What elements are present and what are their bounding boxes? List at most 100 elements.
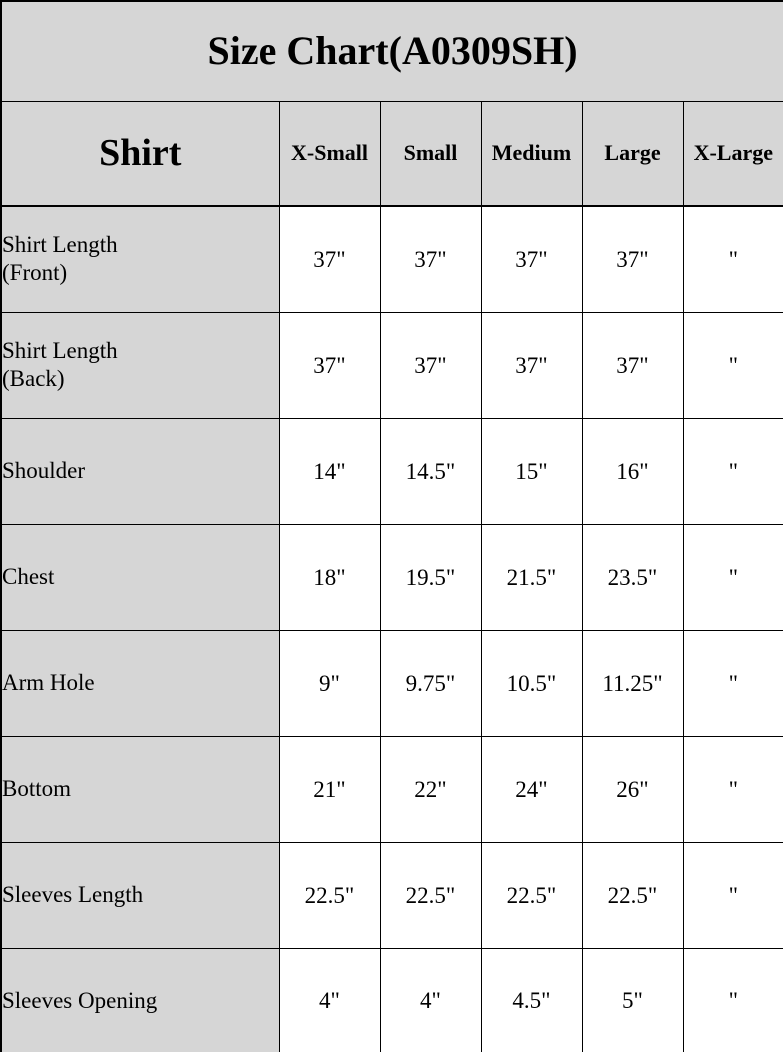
table-row: Shoulder 14" 14.5" 15" 16" " xyxy=(0,417,783,525)
measurement-value: 37" xyxy=(313,352,346,378)
table-row: Sleeves Length 22.5" 22.5" 22.5" 22.5" " xyxy=(0,841,783,949)
measurement-value: 19.5" xyxy=(405,564,456,590)
value-cell: 4" xyxy=(379,947,482,1052)
measurement-value: 11.25" xyxy=(602,670,663,696)
value-cell: 4.5" xyxy=(480,947,583,1052)
measurement-value: 26" xyxy=(616,776,649,802)
row-label-chest: Chest xyxy=(0,523,280,631)
measurement-value: 37" xyxy=(313,246,346,272)
measurement-value: 37" xyxy=(515,246,548,272)
table-row: Chest 18" 19.5" 21.5" 23.5" " xyxy=(0,523,783,631)
measurement-value: 18" xyxy=(313,564,346,590)
value-cell: 15" xyxy=(480,417,583,525)
value-cell: 26" xyxy=(581,735,684,843)
value-cell: 19.5" xyxy=(379,523,482,631)
value-cell: 37" xyxy=(379,205,482,313)
row-label-text: Bottom xyxy=(2,775,72,801)
measurement-value: 37" xyxy=(515,352,548,378)
measurement-value: 4" xyxy=(420,988,441,1014)
size-header-x-small: X-Small xyxy=(278,100,381,207)
value-cell: 37" xyxy=(278,205,381,313)
measurement-value: " xyxy=(728,458,738,484)
measurement-value: 22.5" xyxy=(405,882,456,908)
row-label-arm-hole: Arm Hole xyxy=(0,629,280,737)
value-cell: 21.5" xyxy=(480,523,583,631)
row-label-text: Chest xyxy=(2,563,55,589)
value-cell: 37" xyxy=(379,311,482,419)
row-label-shirt-length-back: Shirt Length (Back) xyxy=(0,311,280,419)
row-label-sleeves-opening: Sleeves Opening xyxy=(0,947,280,1052)
value-cell: 11.25" xyxy=(581,629,684,737)
value-cell: 22.5" xyxy=(581,841,684,949)
value-cell: " xyxy=(682,523,783,631)
measurement-value: 9.75" xyxy=(405,670,456,696)
value-cell: 24" xyxy=(480,735,583,843)
value-cell: " xyxy=(682,735,783,843)
measurement-value: 24" xyxy=(515,776,548,802)
row-label-sleeves-length: Sleeves Length xyxy=(0,841,280,949)
value-cell: 22.5" xyxy=(278,841,381,949)
measurement-value: 22.5" xyxy=(607,882,658,908)
row-label-shirt-length-front: Shirt Length (Front) xyxy=(0,205,280,313)
value-cell: 14.5" xyxy=(379,417,482,525)
measurement-value: 22.5" xyxy=(304,882,355,908)
measurement-value: 4.5" xyxy=(512,988,551,1014)
measurement-value: 37" xyxy=(616,352,649,378)
page-title: Size Chart(A0309SH) xyxy=(207,28,578,74)
value-cell: 16" xyxy=(581,417,684,525)
size-header-large: Large xyxy=(581,100,684,207)
measurement-value: 37" xyxy=(616,246,649,272)
value-cell: 10.5" xyxy=(480,629,583,737)
size-header-label: X-Small xyxy=(291,140,368,166)
size-header-label: X-Large xyxy=(693,140,773,166)
title-row: Size Chart(A0309SH) xyxy=(0,0,783,102)
size-header-label: Small xyxy=(403,140,458,166)
value-cell: 37" xyxy=(278,311,381,419)
measurement-value: " xyxy=(728,246,738,272)
measurement-value: " xyxy=(728,882,738,908)
measurement-value: 5" xyxy=(622,988,643,1014)
measurement-value: 21.5" xyxy=(506,564,557,590)
table-row: Shirt Length (Front) 37" 37" 37" 37" " xyxy=(0,205,783,313)
value-cell: 37" xyxy=(480,311,583,419)
value-cell: 22" xyxy=(379,735,482,843)
row-label-text: Shirt Length (Back) xyxy=(2,337,118,391)
row-label-shoulder: Shoulder xyxy=(0,417,280,525)
row-label-text: Shoulder xyxy=(2,457,86,483)
measurement-value: 10.5" xyxy=(506,670,557,696)
row-label-text: Arm Hole xyxy=(2,669,95,695)
measurement-value: 37" xyxy=(414,352,447,378)
value-cell: 37" xyxy=(581,205,684,313)
measurement-value: " xyxy=(728,988,738,1014)
value-cell: " xyxy=(682,947,783,1052)
measurement-value: 15" xyxy=(515,458,548,484)
row-label-bottom: Bottom xyxy=(0,735,280,843)
value-cell: 22.5" xyxy=(379,841,482,949)
chart-title-cell: Size Chart(A0309SH) xyxy=(0,0,783,102)
measurement-value: 21" xyxy=(313,776,346,802)
measurement-value: 22" xyxy=(414,776,447,802)
measurement-value: 9" xyxy=(319,670,340,696)
value-cell: 22.5" xyxy=(480,841,583,949)
table-row: Sleeves Opening 4" 4" 4.5" 5" " xyxy=(0,947,783,1052)
category-header-cell: Shirt xyxy=(0,100,280,207)
row-label-text: Sleeves Length xyxy=(2,881,144,907)
measurement-value: 23.5" xyxy=(607,564,658,590)
measurement-value: 16" xyxy=(616,458,649,484)
measurement-value: 14.5" xyxy=(405,458,456,484)
value-cell: 37" xyxy=(480,205,583,313)
value-cell: 9" xyxy=(278,629,381,737)
value-cell: " xyxy=(682,311,783,419)
size-header-label: Medium xyxy=(491,140,572,166)
measurement-value: 14" xyxy=(313,458,346,484)
value-cell: 5" xyxy=(581,947,684,1052)
value-cell: " xyxy=(682,841,783,949)
column-header-row: Shirt X-Small Small Medium Large X-Large xyxy=(0,100,783,207)
value-cell: " xyxy=(682,417,783,525)
measurement-value: " xyxy=(728,670,738,696)
size-header-small: Small xyxy=(379,100,482,207)
measurement-value: 4" xyxy=(319,988,340,1014)
value-cell: 9.75" xyxy=(379,629,482,737)
